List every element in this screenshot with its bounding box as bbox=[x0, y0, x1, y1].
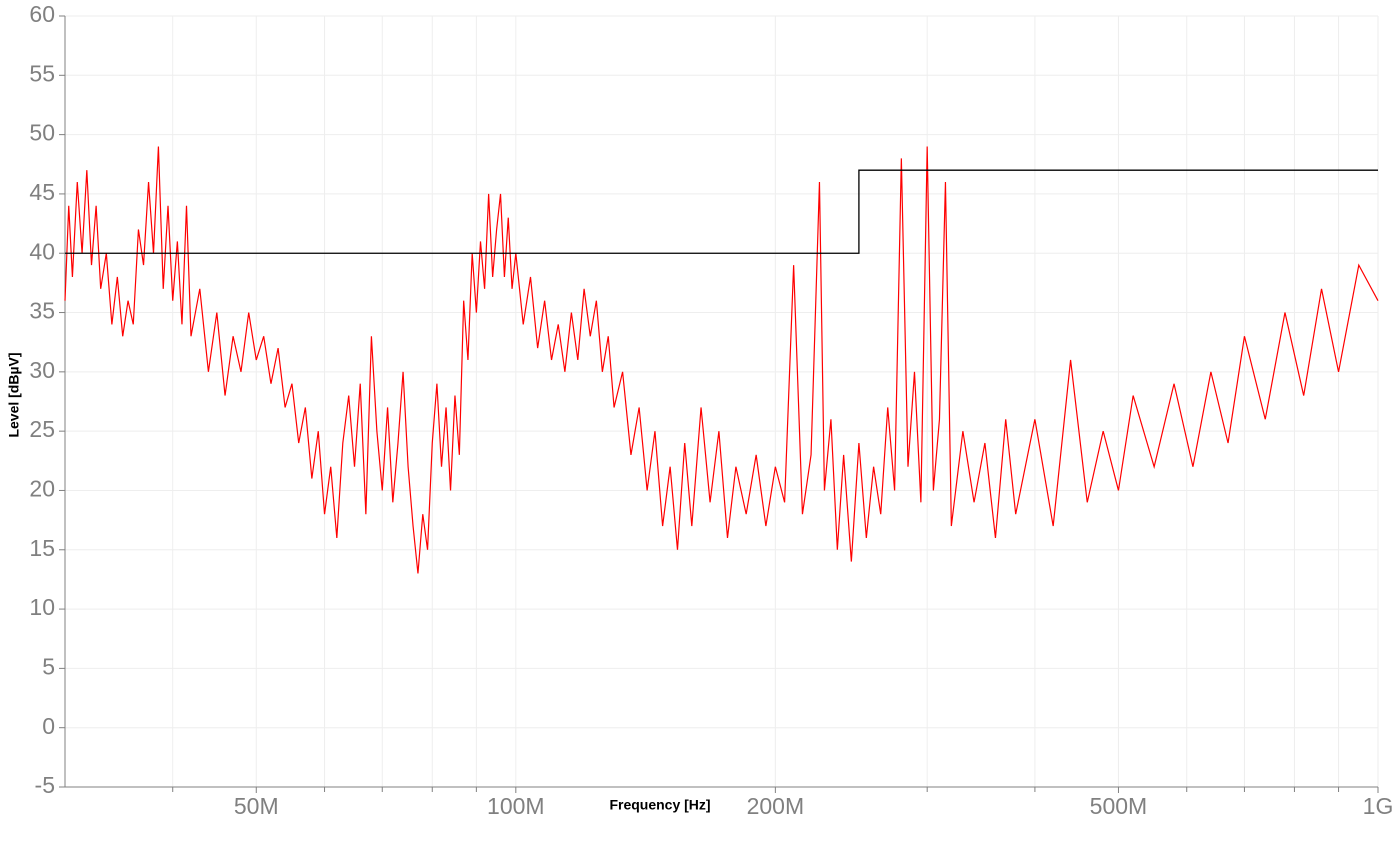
x-tick-label: 200M bbox=[747, 793, 805, 819]
y-tick-label: 50 bbox=[29, 120, 55, 146]
y-tick-label: 30 bbox=[29, 357, 55, 383]
y-tick-label: 55 bbox=[29, 60, 55, 86]
y-tick-label: 20 bbox=[29, 476, 55, 502]
y-tick-label: 5 bbox=[42, 653, 55, 679]
x-tick-label: 1G bbox=[1363, 793, 1394, 819]
x-axis-label: Frequency [Hz] bbox=[609, 797, 710, 813]
x-tick-label: 500M bbox=[1090, 793, 1148, 819]
series-line bbox=[65, 169, 1378, 254]
x-tick-label: 50M bbox=[234, 793, 279, 819]
y-tick-label: 35 bbox=[29, 298, 55, 324]
series-line bbox=[64, 146, 1379, 574]
y-tick-label: 40 bbox=[29, 238, 55, 264]
y-tick-label: 15 bbox=[29, 535, 55, 561]
y-tick-label: 60 bbox=[29, 1, 55, 27]
y-tick-label: -5 bbox=[35, 772, 55, 798]
y-tick-label: 10 bbox=[29, 594, 55, 620]
y-tick-label: 0 bbox=[42, 713, 55, 739]
y-tick-label: 45 bbox=[29, 179, 55, 205]
y-axis-label: Level [dBµV] bbox=[6, 352, 22, 437]
y-tick-label: 25 bbox=[29, 416, 55, 442]
x-tick-label: 100M bbox=[487, 793, 545, 819]
